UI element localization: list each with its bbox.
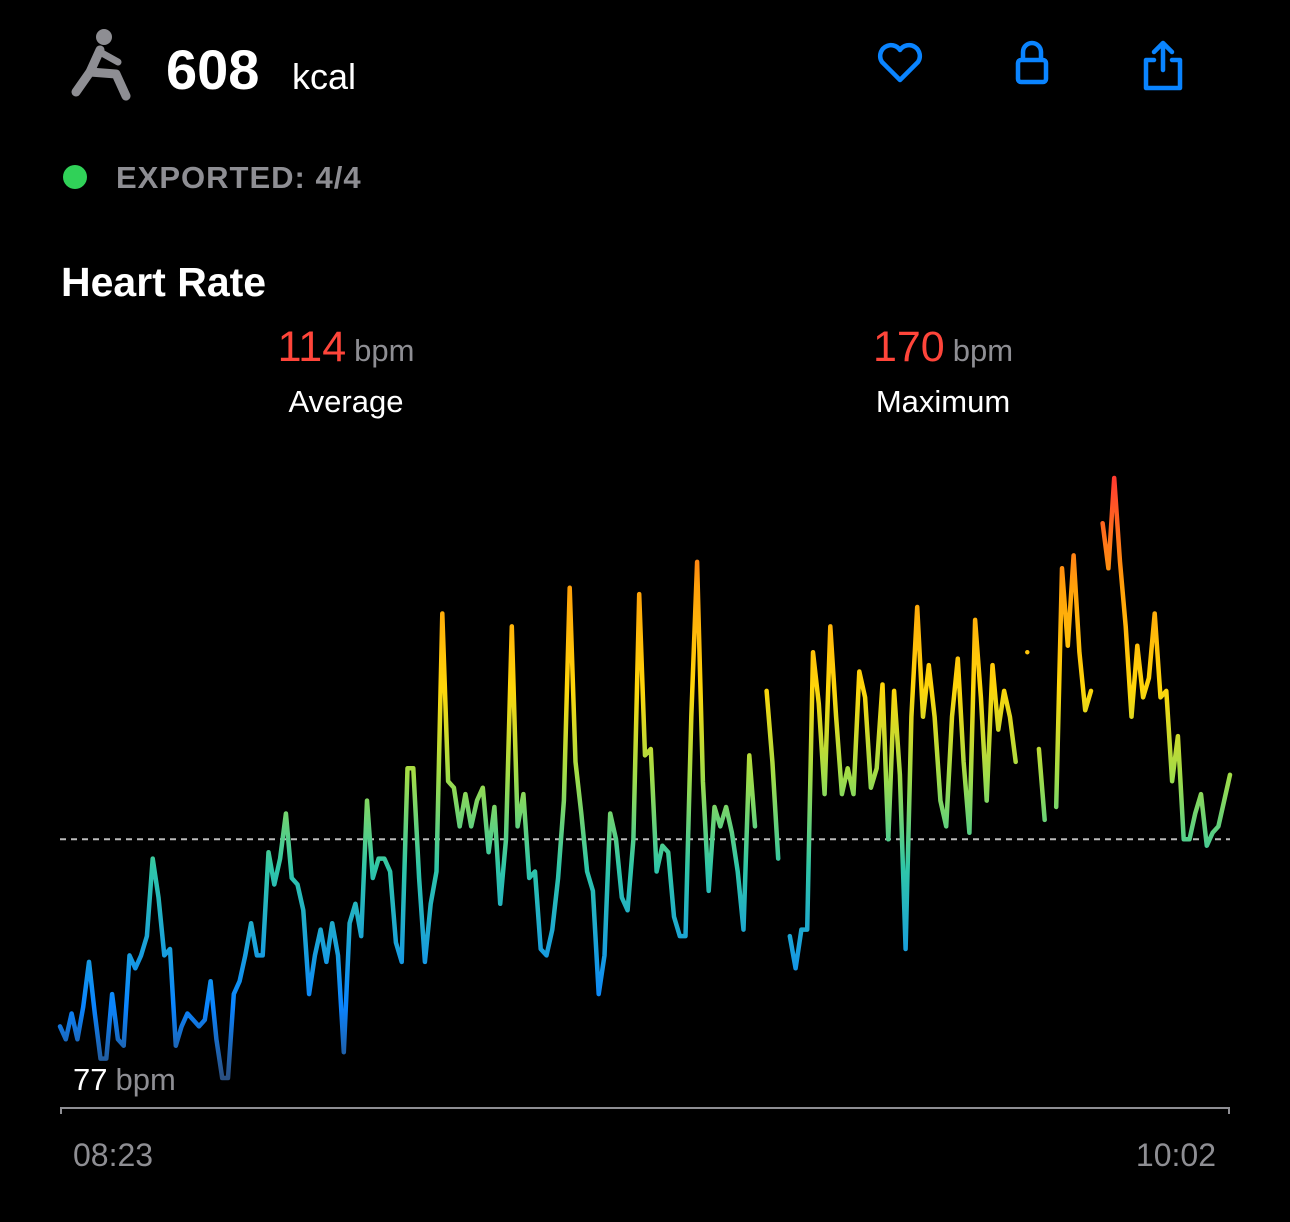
average-label: Average: [289, 384, 404, 419]
section-title: Heart Rate: [61, 259, 266, 305]
minimum-value: 77: [73, 1062, 107, 1097]
maximum-unit: bpm: [953, 333, 1013, 368]
status-text: EXPORTED: 4/4: [116, 160, 362, 195]
status-dot: [63, 165, 87, 189]
maximum-value: 170: [873, 323, 945, 371]
heart-rate-line: [57, 475, 1233, 1081]
maximum-label: Maximum: [876, 384, 1010, 419]
share-button[interactable]: [1143, 40, 1183, 91]
average-summary: 114 bpm: [278, 323, 415, 371]
average-summary-text: 114 bpm: [278, 323, 415, 371]
average-value: 114: [278, 323, 347, 371]
maximum-summary-text: 170 bpm: [873, 323, 1013, 371]
workout-icon: [71, 29, 131, 101]
calories-value: 608: [166, 38, 259, 101]
start-time: 08:23: [73, 1137, 153, 1173]
heart-rate-chart: 77 bpm: [57, 475, 1233, 1097]
end-time: 10:02: [1136, 1137, 1216, 1173]
average-unit: bpm: [354, 333, 414, 368]
lock-button[interactable]: [1015, 40, 1049, 85]
minimum-summary: 77 bpm: [73, 1062, 176, 1097]
calories-unit: kcal: [292, 56, 356, 97]
favorite-button[interactable]: [877, 42, 923, 83]
minimum-unit: bpm: [115, 1062, 175, 1097]
maximum-summary: 170 bpm: [873, 323, 1013, 371]
